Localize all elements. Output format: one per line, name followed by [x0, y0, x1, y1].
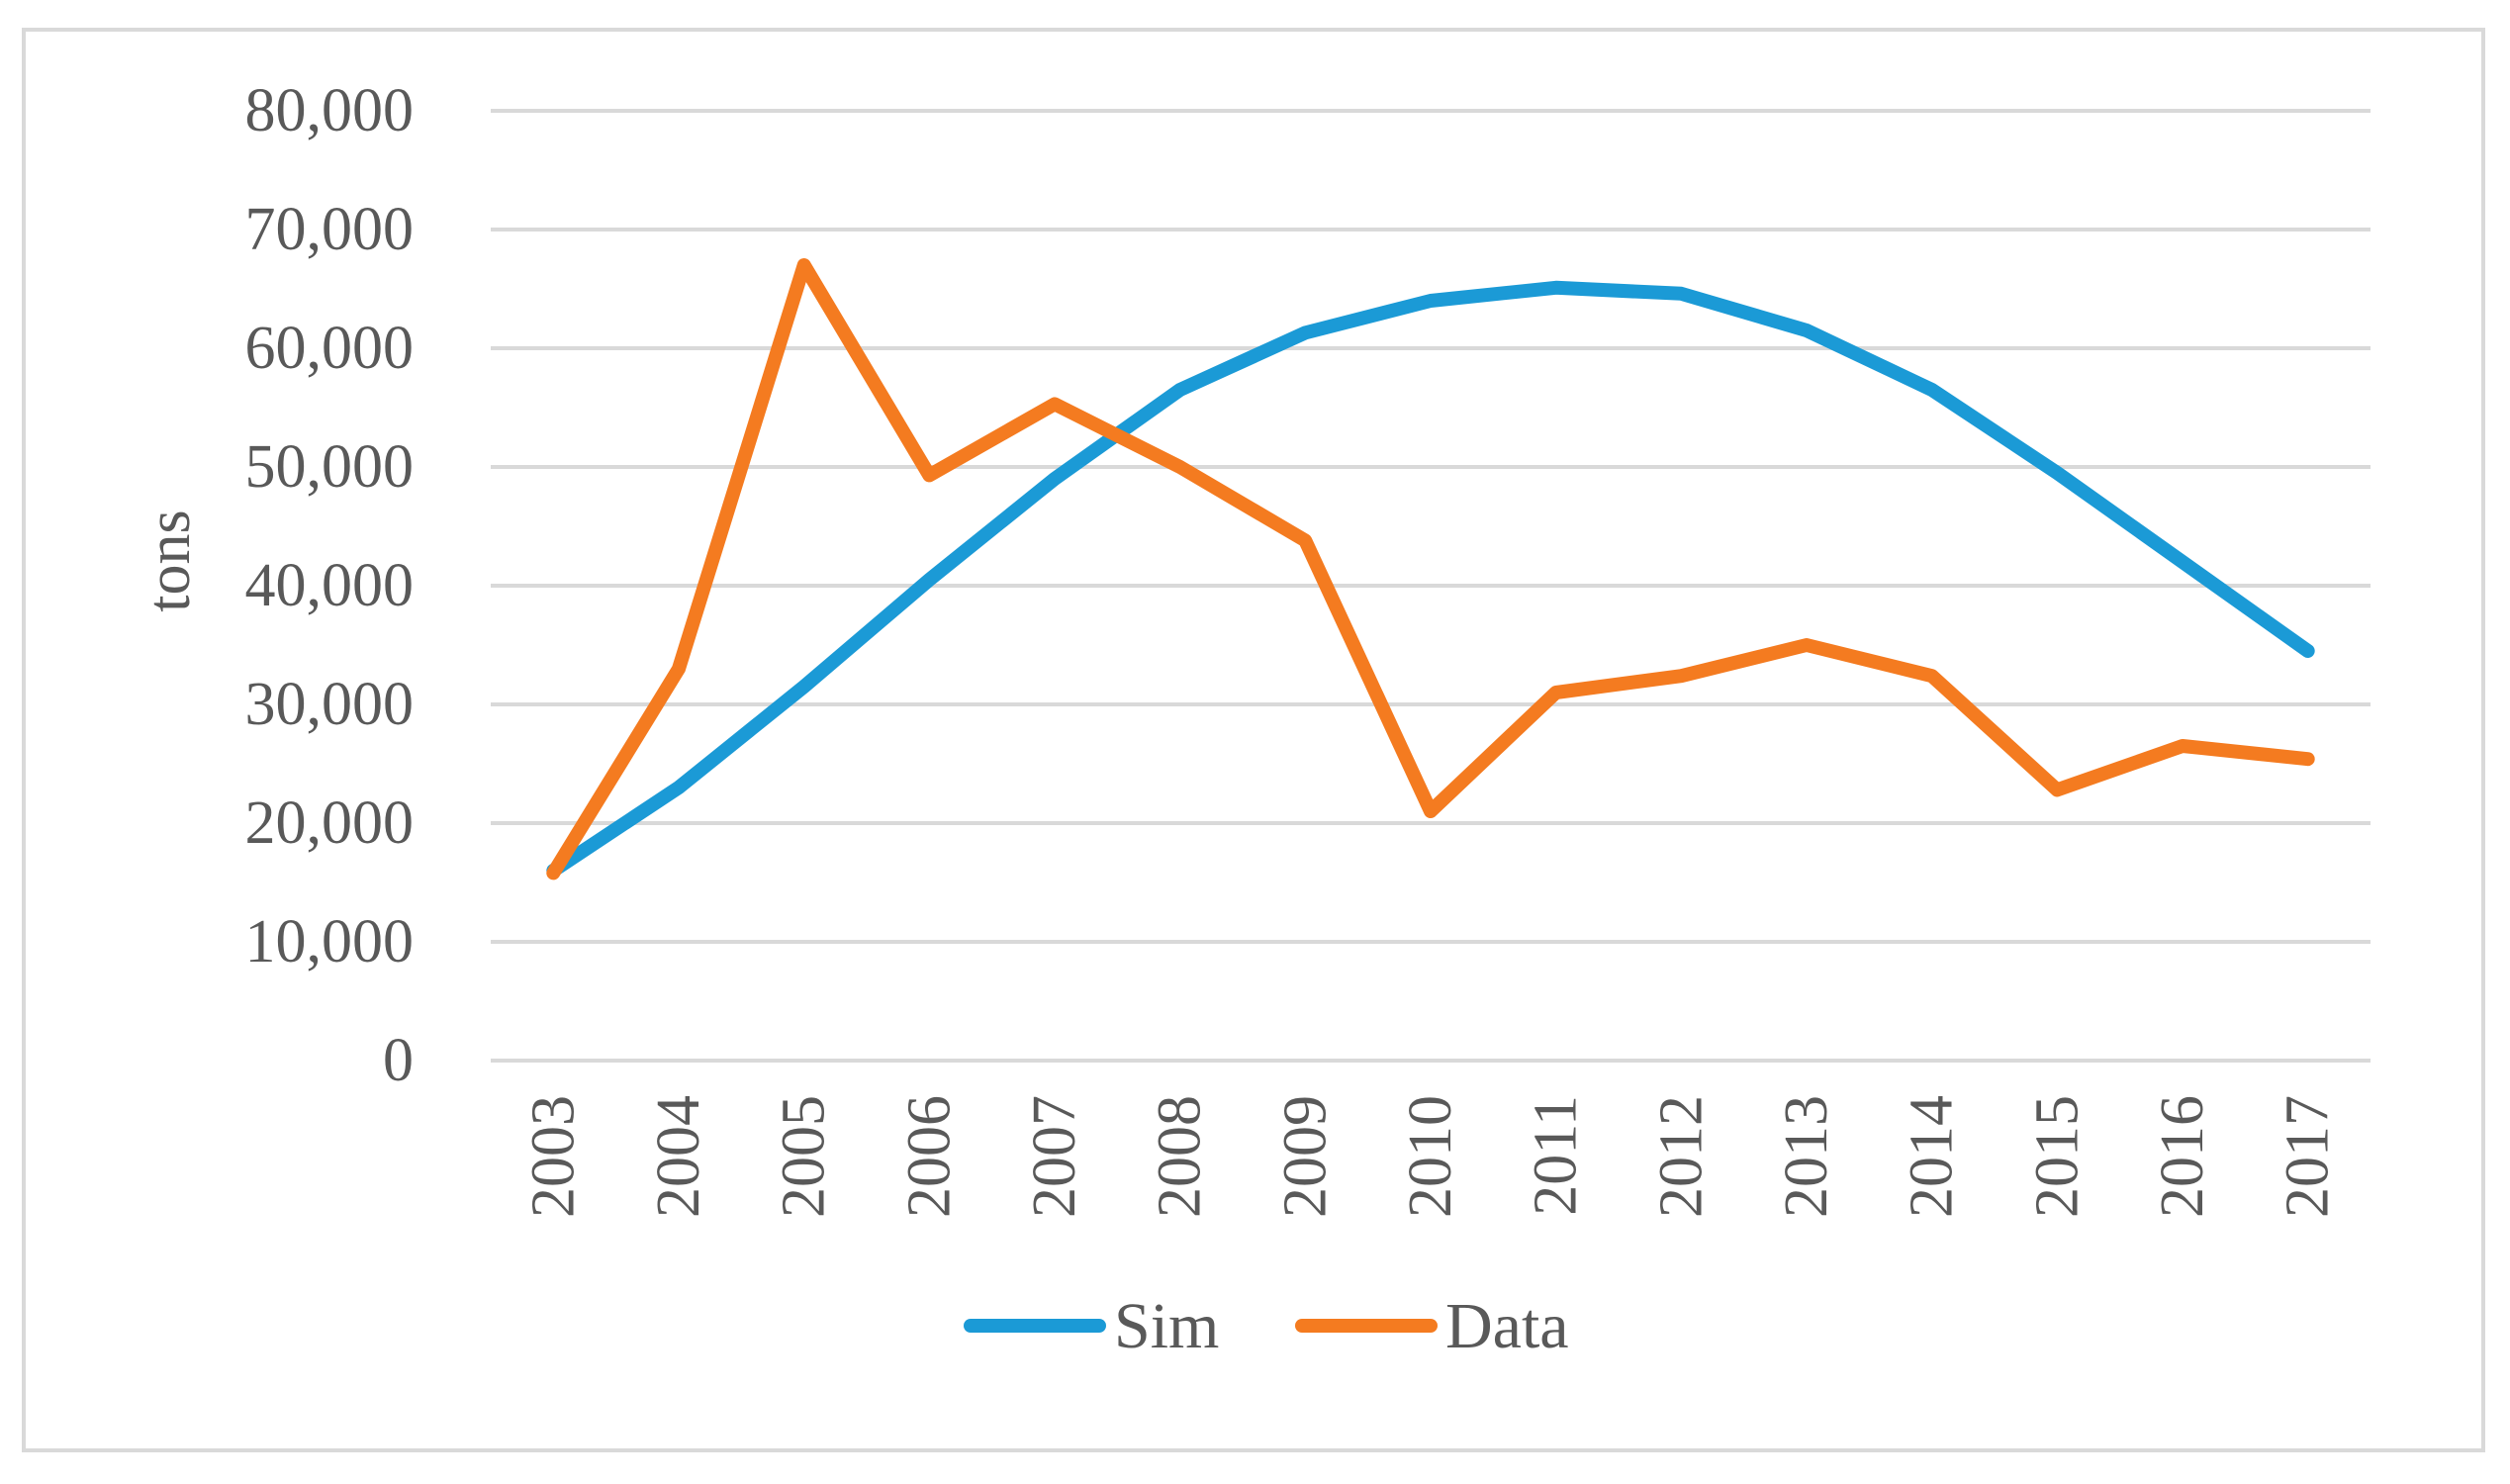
x-tick-label: 2013 — [1773, 1095, 1840, 1218]
y-tick-label: 10,000 — [245, 908, 415, 975]
x-tick-label: 2007 — [1021, 1095, 1088, 1218]
y-tick-label: 0 — [383, 1027, 414, 1094]
x-tick-label: 2015 — [2023, 1095, 2091, 1218]
x-tick-label: 2005 — [771, 1095, 838, 1218]
y-axis-title: tons — [136, 510, 203, 611]
series-line-sim — [546, 280, 2315, 878]
x-tick-label: 2014 — [1899, 1095, 1966, 1218]
x-tick-label: 2017 — [2275, 1095, 2342, 1218]
y-tick-label: 50,000 — [245, 433, 415, 501]
legend-label-sim: Sim — [1114, 1290, 1219, 1362]
y-tick-label: 40,000 — [245, 552, 415, 619]
x-tick-label: 2006 — [895, 1095, 963, 1218]
legend: Sim Data — [964, 1290, 1569, 1362]
x-tick-label: 2016 — [2149, 1095, 2216, 1218]
gridlines — [491, 109, 2371, 1063]
legend-label-data: Data — [1445, 1290, 1569, 1362]
x-tick-label: 2011 — [1523, 1095, 1590, 1216]
y-tick-label: 70,000 — [245, 196, 415, 263]
series-line-data — [546, 258, 2315, 881]
x-axis-ticks: 2003 2004 2005 2006 2007 2008 2009 2010 2011 2012… — [519, 1095, 2341, 1218]
y-tick-label: 20,000 — [245, 789, 415, 857]
x-tick-label: 2009 — [1271, 1095, 1339, 1218]
x-tick-label: 2012 — [1647, 1095, 1715, 1218]
x-tick-label: 2010 — [1397, 1095, 1464, 1218]
y-tick-label: 80,000 — [245, 77, 415, 144]
line-chart: 0 10,000 20,000 30,000 40,000 50,000 60,000 70,… — [136, 77, 2371, 1362]
y-tick-label: 60,000 — [245, 315, 415, 382]
series-lines — [546, 258, 2315, 881]
x-tick-label: 2004 — [645, 1095, 712, 1218]
y-axis-ticks: 0 10,000 20,000 30,000 40,000 50,000 60,000 70,… — [245, 77, 415, 1094]
chart-frame: 0 10,000 20,000 30,000 40,000 50,000 60,000 70,… — [22, 28, 2485, 1452]
y-tick-label: 30,000 — [245, 671, 415, 738]
x-tick-label: 2003 — [519, 1095, 587, 1218]
x-tick-label: 2008 — [1147, 1095, 1214, 1218]
